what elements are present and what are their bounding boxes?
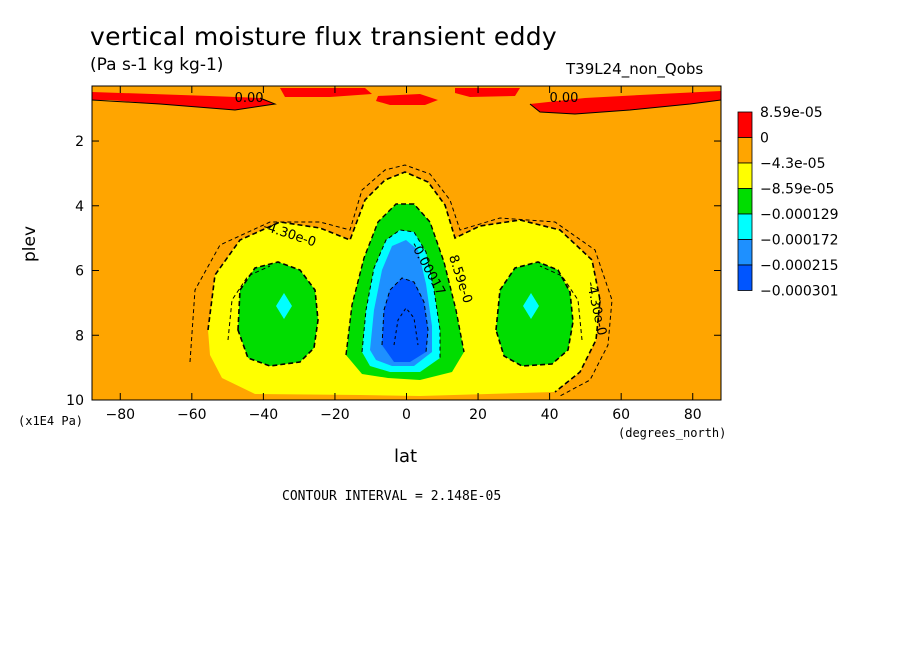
colorbar-label: −8.59e-05 bbox=[760, 182, 834, 198]
colorbar-swatch bbox=[737, 213, 753, 240]
contour-core bbox=[381, 277, 429, 353]
x-tick-label: −80 bbox=[105, 407, 135, 423]
colorbar-label: 0 bbox=[760, 131, 769, 147]
colorbar-label: −0.000172 bbox=[760, 233, 839, 249]
x-tick-label: 60 bbox=[612, 407, 630, 423]
fill-red-top-right bbox=[530, 91, 721, 114]
x-axis-label: lat bbox=[394, 446, 418, 467]
colorbar-swatch bbox=[737, 188, 753, 215]
colorbar-swatch bbox=[737, 239, 753, 266]
fill-red-top-centerright bbox=[455, 88, 520, 97]
y-tick-label: 6 bbox=[75, 264, 84, 280]
colorbar-label: −4.3e-05 bbox=[760, 156, 825, 172]
x-tick-label: −60 bbox=[177, 407, 207, 423]
contour-yellow-edge bbox=[207, 171, 601, 393]
colorbar-legend: 8.59e-05 0 −4.3e-05 −8.59e-05 −0.000129 −0.00… bbox=[737, 105, 839, 300]
chart-title: vertical moisture flux transient eddy bbox=[90, 22, 558, 51]
fill-red-top-left bbox=[92, 92, 275, 110]
colorbar-swatch bbox=[737, 162, 753, 189]
contour-lines bbox=[92, 97, 721, 397]
contour-zero-right bbox=[529, 99, 721, 115]
contour-label: 0.00 bbox=[235, 91, 264, 106]
y-tick-label: 10 bbox=[66, 393, 84, 409]
fill-red-top-center bbox=[376, 94, 438, 105]
chart-units: (Pa s-1 kg kg-1) bbox=[90, 55, 224, 75]
x-tick-label: 80 bbox=[684, 407, 702, 423]
contour-fills bbox=[92, 86, 721, 400]
x-tick-label: 40 bbox=[541, 407, 559, 423]
colorbar-swatch bbox=[737, 111, 753, 138]
x-axis-ticks: −80 −60 −40 −20 0 20 40 60 80 bbox=[105, 86, 702, 423]
colorbar-label: −0.000129 bbox=[760, 207, 839, 223]
contour-green-right bbox=[495, 261, 574, 367]
contour-outer bbox=[189, 164, 613, 397]
contour-core-inner bbox=[393, 307, 419, 346]
colorbar-swatch bbox=[737, 264, 753, 291]
contour-zero-left bbox=[92, 97, 277, 111]
y-tick-label: 8 bbox=[75, 328, 84, 344]
contour-green-left bbox=[237, 261, 319, 367]
x-tick-label: 0 bbox=[402, 407, 411, 423]
y-tick-label: 4 bbox=[75, 199, 84, 215]
fill-deepblue-core bbox=[382, 278, 428, 362]
fill-green-right bbox=[496, 262, 573, 366]
y-tick-label: 2 bbox=[75, 134, 84, 150]
colorbar-label: −0.000301 bbox=[760, 284, 839, 300]
x-tick-label: −40 bbox=[249, 407, 279, 423]
colorbar-label: −0.000215 bbox=[760, 258, 839, 274]
x-tick-label: −20 bbox=[320, 407, 350, 423]
x-axis-units: (degrees_north) bbox=[618, 426, 727, 440]
x-tick-label: 20 bbox=[469, 407, 487, 423]
y-scale-note: (x1E4 Pa) bbox=[18, 414, 84, 428]
contour-label: 0.00 bbox=[549, 91, 578, 106]
fill-cyan-right bbox=[523, 293, 539, 319]
contour-cyan-center bbox=[361, 229, 441, 358]
colorbar-label: 8.59e-05 bbox=[760, 105, 823, 121]
fill-green-left bbox=[238, 262, 318, 366]
contour-interval: CONTOUR INTERVAL = 2.148E-05 bbox=[282, 489, 502, 504]
contour-green-center bbox=[345, 203, 465, 356]
fill-red-top-centerleft bbox=[280, 88, 372, 97]
y-axis-ticks: 2 4 6 8 10 bbox=[66, 134, 721, 409]
fill-cyan-left bbox=[276, 293, 292, 319]
run-label: T39L24_non_Qobs bbox=[566, 60, 704, 78]
colorbar-swatch bbox=[737, 137, 753, 164]
